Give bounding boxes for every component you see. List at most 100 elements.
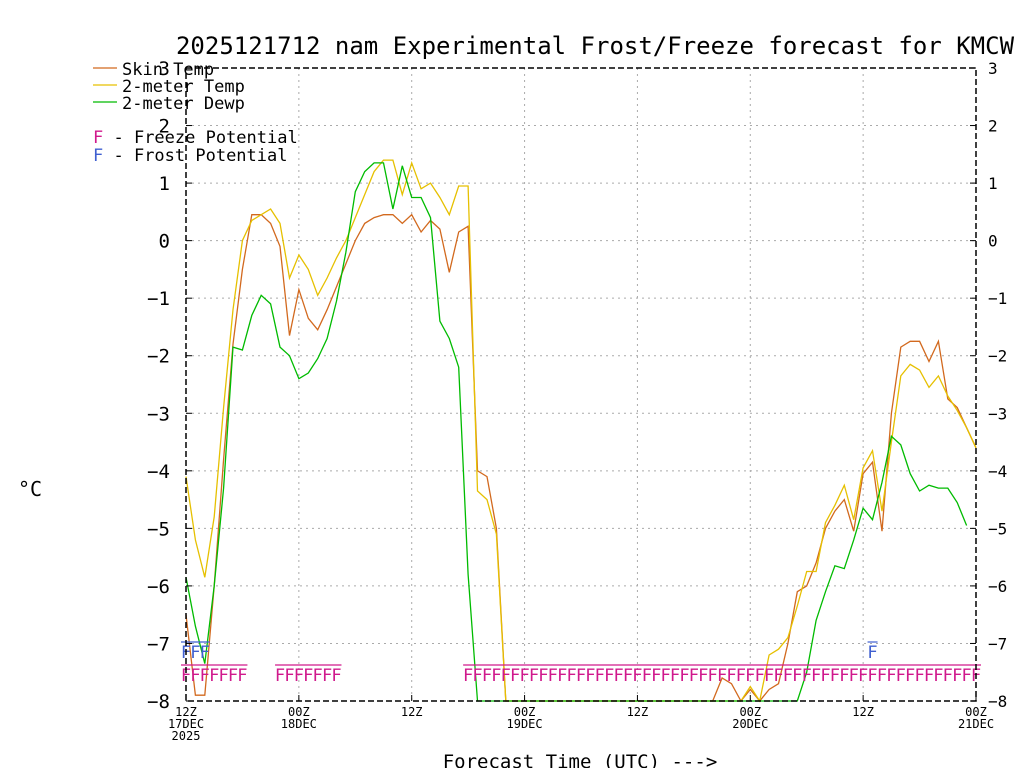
freeze-potential-mark: F xyxy=(313,666,323,686)
y-tick-label-right: 3 xyxy=(988,59,998,78)
series-line-skin-temp xyxy=(185,213,977,703)
y-axis-label: °C xyxy=(18,477,42,501)
freeze-potential-mark: F xyxy=(275,666,285,686)
freeze-potential-mark: F xyxy=(548,666,558,686)
x-tick-label: 2025 xyxy=(172,729,201,743)
freeze-potential-mark: F xyxy=(218,666,228,686)
y-tick-label-right: −3 xyxy=(988,404,1007,423)
frost-potential-mark: F xyxy=(200,643,210,663)
x-tick-label: 00Z xyxy=(514,705,536,719)
x-tick-label: 21DEC xyxy=(958,717,994,731)
freeze-potential-mark: F xyxy=(613,666,623,686)
marker-legend-entry: F - Frost Potential xyxy=(93,146,287,166)
freeze-potential-mark: F xyxy=(463,666,473,686)
freeze-potential-mark: F xyxy=(294,666,304,686)
freeze-potential-mark: F xyxy=(689,666,699,686)
y-tick-label-left: −1 xyxy=(147,288,170,310)
marker-legend-entry: F - Freeze Potential xyxy=(93,128,298,148)
freeze-potential-mark: F xyxy=(472,666,482,686)
freeze-potential-mark: F xyxy=(670,666,680,686)
freeze-potential-mark: F xyxy=(820,666,830,686)
freeze-potential-mark: F xyxy=(303,666,313,686)
x-axis-label: Forecast Time (UTC) ---> xyxy=(443,751,718,768)
y-tick-label-left: 0 xyxy=(159,231,170,253)
freeze-potential-mark: F xyxy=(529,666,539,686)
chart-title: 2025121712 nam Experimental Frost/Freeze… xyxy=(176,32,1015,60)
freeze-potential-mark: F xyxy=(538,666,548,686)
freeze-potential-mark: F xyxy=(858,666,868,686)
x-tick-label: 12Z xyxy=(175,705,197,719)
freeze-potential-mark: F xyxy=(905,666,915,686)
freeze-potential-mark: F xyxy=(933,666,943,686)
legend-label: 2-meter Dewp xyxy=(122,94,245,114)
y-tick-label-right: −4 xyxy=(988,462,1007,481)
x-tick-label: 20DEC xyxy=(732,717,768,731)
y-tick-label-right: −6 xyxy=(988,577,1007,596)
freeze-potential-mark: F xyxy=(924,666,934,686)
y-tick-label-left: −8 xyxy=(147,691,170,713)
x-tick-label: 19DEC xyxy=(507,717,543,731)
freeze-potential-mark: F xyxy=(708,666,718,686)
y-tick-label-left: −6 xyxy=(147,576,170,598)
freeze-potential-mark: F xyxy=(773,666,783,686)
freeze-potential-mark: F xyxy=(632,666,642,686)
freeze-potential-mark: F xyxy=(792,666,802,686)
freeze-potential-mark: F xyxy=(519,666,529,686)
freeze-potential-mark: F xyxy=(802,666,812,686)
y-tick-label-right: −7 xyxy=(988,634,1007,653)
y-tick-label-right: −8 xyxy=(988,692,1007,711)
frost-potential-mark: F xyxy=(190,643,200,663)
freeze-potential-mark: F xyxy=(595,666,605,686)
freeze-potential-mark: F xyxy=(510,666,520,686)
y-tick-label-right: 1 xyxy=(988,174,998,193)
freeze-potential-mark: F xyxy=(331,666,341,686)
y-tick-label-left: −2 xyxy=(147,346,170,368)
y-tick-label-right: −5 xyxy=(988,519,1007,538)
x-tick-label: 00Z xyxy=(288,705,310,719)
y-tick-label-right: −2 xyxy=(988,347,1007,366)
freeze-potential-mark: F xyxy=(501,666,511,686)
series-line-2-meter-temp xyxy=(185,159,977,703)
freeze-potential-mark: F xyxy=(604,666,614,686)
y-tick-label-right: 2 xyxy=(988,117,998,136)
y-tick-label-left: 2 xyxy=(159,116,170,138)
x-tick-label: 12Z xyxy=(627,705,649,719)
freeze-potential-mark: F xyxy=(698,666,708,686)
x-tick-label: 00Z xyxy=(965,705,987,719)
y-tick-label-left: −5 xyxy=(147,518,170,540)
freeze-potential-mark: F xyxy=(755,666,765,686)
freeze-potential-mark: F xyxy=(736,666,746,686)
freeze-potential-mark: F xyxy=(322,666,332,686)
freeze-potential-mark: F xyxy=(482,666,492,686)
freeze-potential-mark: F xyxy=(190,666,200,686)
x-tick-label: 12Z xyxy=(401,705,423,719)
freeze-potential-mark: F xyxy=(726,666,736,686)
freeze-potential-mark: F xyxy=(491,666,501,686)
grid xyxy=(186,68,976,701)
freeze-potential-mark: F xyxy=(877,666,887,686)
legend-label: 2-meter Temp xyxy=(122,77,245,97)
frost-potential-mark: F xyxy=(867,643,877,663)
axes: 3 3 2 2 1 1 0 0 −1 −1 −2 −2 −3 −3 −4 −4 −5 −5 −6 −6 −7 −7 −8 −8… xyxy=(147,58,1007,743)
freeze-potential-mark: F xyxy=(830,666,840,686)
freeze-potential-mark: F xyxy=(623,666,633,686)
freeze-potential-mark: F xyxy=(717,666,727,686)
freeze-potential-mark: F xyxy=(867,666,877,686)
freeze-potential-mark: F xyxy=(284,666,294,686)
freeze-potential-mark: F xyxy=(228,666,238,686)
freeze-potential-mark: F xyxy=(200,666,210,686)
freeze-potential-mark: F xyxy=(839,666,849,686)
freeze-potential-mark: F xyxy=(764,666,774,686)
y-tick-label-left: −7 xyxy=(147,633,170,655)
plot-frame xyxy=(185,67,977,702)
freeze-potential-mark: F xyxy=(783,666,793,686)
y-tick-label-left: −4 xyxy=(147,461,170,483)
freeze-potential-mark: F xyxy=(642,666,652,686)
freeze-potential-mark: F xyxy=(811,666,821,686)
freeze-potential-mark: F xyxy=(651,666,661,686)
y-tick-label-left: 3 xyxy=(159,58,170,80)
freeze-potential-mark: F xyxy=(576,666,586,686)
